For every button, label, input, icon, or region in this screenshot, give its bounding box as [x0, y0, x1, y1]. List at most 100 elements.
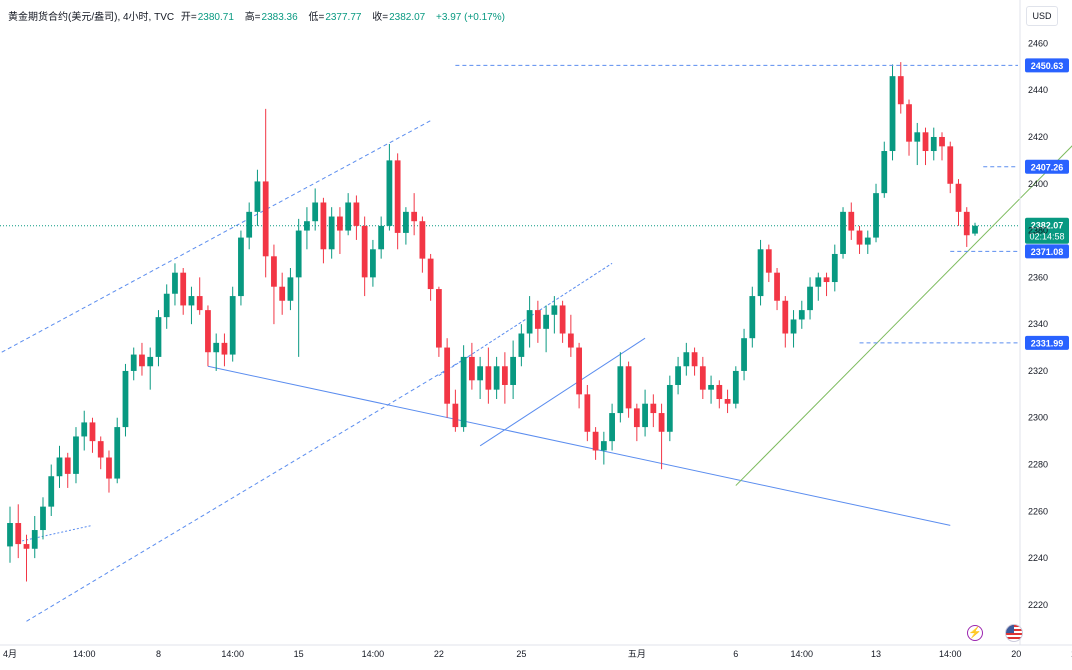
y-axis: 2220 2240 2260 2280 2300 2320 2340 2360 2380 2400… — [0, 0, 1072, 646]
symbol-header: 黄金期货合约(美元/盎司), 4小时, TVC 开=2380.71 高=2383… — [8, 8, 509, 23]
candle-body — [790, 319, 797, 334]
candle-body — [708, 384, 714, 390]
candle-body — [732, 370, 739, 404]
candle-body — [815, 277, 822, 287]
candle-body — [320, 202, 327, 250]
candle-body — [444, 347, 451, 404]
change-value: +3.97 (+0.17%) — [436, 12, 505, 23]
x-tick-label: 14:00 — [73, 649, 96, 659]
candle-body — [419, 221, 426, 259]
candle-body — [427, 258, 434, 290]
lightning-icon[interactable]: ⚡ — [967, 625, 983, 641]
price-levels: 2450.63 2407.26 2371.08 2331.99 2382.0702:14… — [455, 58, 1069, 350]
y-tick-label: 2380 — [1028, 226, 1048, 236]
candle-body — [180, 272, 187, 306]
candle-body — [370, 249, 376, 278]
candle-body — [31, 530, 38, 549]
low-value: 2377.77 — [325, 12, 362, 23]
candle-body — [914, 132, 921, 142]
candle-body — [518, 333, 525, 357]
channel-upper-line — [1, 120, 431, 353]
candle-body — [106, 457, 112, 479]
y-tick-label: 2400 — [1028, 179, 1048, 189]
symbol-title: 黄金期货合约(美元/盎司), 4小时, TVC — [8, 12, 175, 23]
channel-lower-line — [26, 354, 473, 622]
candle-body — [963, 211, 970, 236]
x-tick-label: 14:00 — [221, 649, 244, 659]
high-value: 2383.36 — [261, 12, 298, 23]
candle-body — [229, 296, 236, 355]
x-tick-label: 14:00 — [791, 649, 814, 659]
candle-body — [114, 427, 121, 479]
current-price-label: 2382.07 — [1031, 221, 1064, 231]
candle-body — [757, 249, 764, 297]
candle-body — [155, 317, 162, 357]
support-line — [207, 365, 951, 526]
candle-body — [403, 211, 409, 233]
price-level-tag — [1025, 58, 1069, 73]
y-tick-label: 2360 — [1028, 272, 1048, 282]
x-tick-label: 8 — [156, 649, 161, 659]
candle-body — [205, 310, 211, 353]
candle-body — [526, 310, 533, 334]
y-tick-label: 2320 — [1028, 366, 1048, 376]
candle-body — [452, 403, 459, 428]
x-tick-label: 五月 — [628, 649, 646, 659]
candle-body — [840, 211, 846, 254]
candle-body — [287, 277, 294, 301]
candle-body — [97, 441, 104, 458]
close-value: 2382.07 — [389, 12, 426, 23]
candle-body — [807, 286, 813, 311]
candle-body — [609, 413, 615, 442]
candle-body — [666, 384, 673, 432]
price-level-tag — [1025, 159, 1069, 174]
x-axis: 4月 14:00 8 14:00 15 14:00 22 25 五月 6 14:00 13 14:00 2… — [3, 649, 1072, 659]
candle-body — [213, 342, 220, 353]
candle-body — [139, 354, 145, 367]
candle-body — [955, 183, 962, 212]
y-tick-label: 2280 — [1028, 460, 1048, 470]
candle-body — [658, 413, 665, 432]
candle-body — [378, 225, 385, 250]
candle-body — [831, 253, 838, 283]
x-tick-label: 14:00 — [939, 649, 962, 659]
x-tick-label: 14:00 — [362, 649, 385, 659]
candle-body — [939, 136, 945, 147]
candle-body — [7, 523, 13, 547]
y-tick-label: 2220 — [1028, 600, 1048, 610]
x-tick-label: 4月 — [3, 649, 17, 659]
currency-button[interactable]: USD — [1026, 6, 1058, 26]
candle-body — [691, 352, 698, 367]
candle-body — [856, 230, 863, 245]
candle-body — [271, 256, 277, 287]
high-label: 高= — [244, 12, 261, 23]
x-tick-label: 22 — [434, 649, 444, 659]
candle-body — [130, 354, 137, 371]
x-tick-label: 25 — [516, 649, 526, 659]
candle-body — [576, 347, 582, 395]
candle-body — [972, 225, 978, 234]
candle-body — [897, 76, 904, 105]
candle-body — [312, 202, 319, 222]
candle-body — [625, 366, 632, 409]
price-level-label: 2450.63 — [1031, 61, 1064, 71]
candle-body — [147, 356, 154, 367]
candle-body — [642, 403, 648, 428]
current-price-tag — [1025, 217, 1069, 244]
candle-body — [567, 333, 574, 348]
candle-body — [337, 216, 343, 231]
candle-body — [15, 523, 22, 545]
candle-body — [823, 277, 830, 283]
candle-body — [501, 366, 508, 385]
candle-body — [922, 132, 929, 152]
candle-body — [774, 272, 780, 301]
us-flag-icon[interactable] — [1005, 624, 1023, 642]
short-dotted-line — [18, 524, 93, 543]
candle-body — [172, 272, 178, 294]
candle-body — [460, 356, 467, 428]
x-tick-label: 15 — [294, 649, 304, 659]
candle-body — [221, 342, 228, 355]
candle-body — [543, 314, 549, 329]
